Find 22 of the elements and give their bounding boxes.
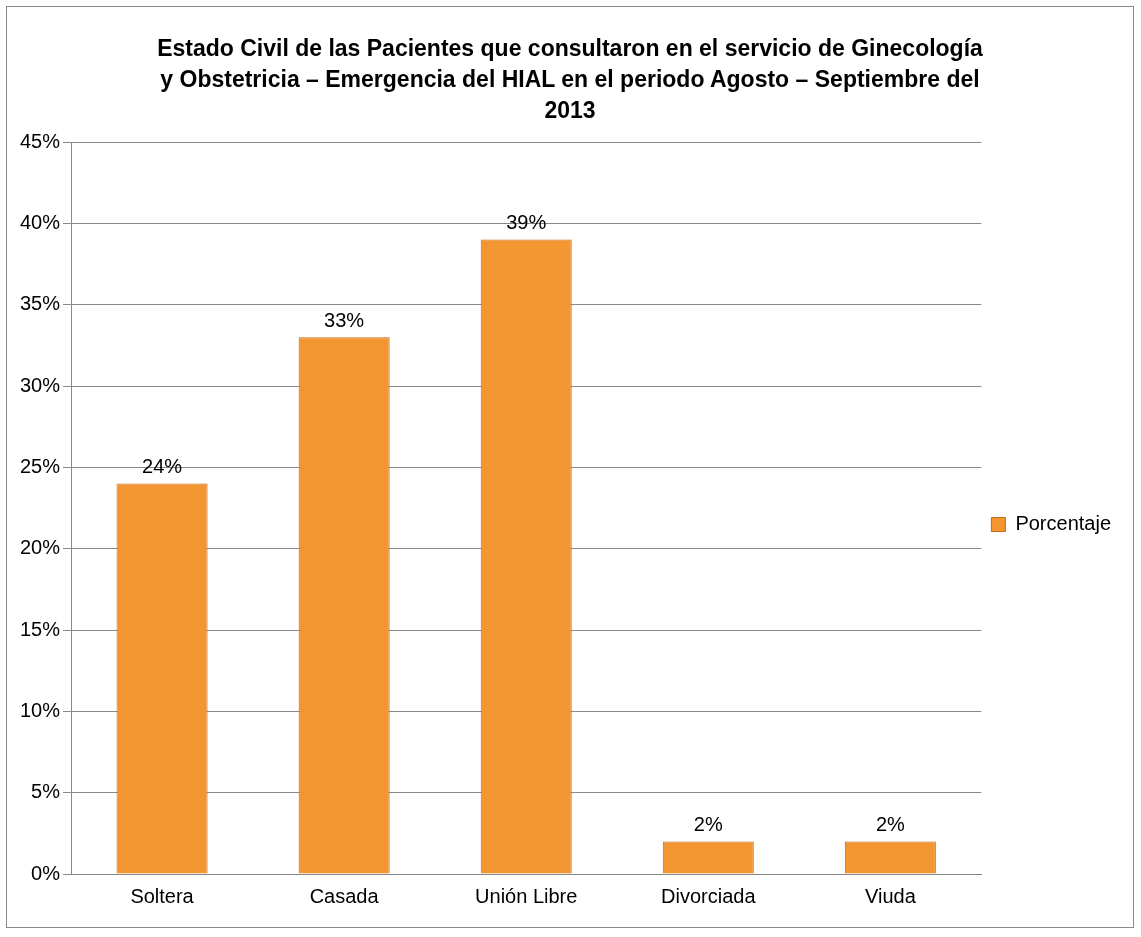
y-tick-label: 0% xyxy=(31,861,61,884)
chart-title: Estado Civil de las Pacientes que consultaron en el servicio de Ginecología y Obstetricia – Emergencia del HIAL en el periodo Agosto – Septiembre del 2013 xyxy=(157,34,983,125)
data-label: 2% xyxy=(693,812,723,835)
y-tick-label: 40% xyxy=(20,210,61,233)
y-tick-label: 15% xyxy=(20,617,61,640)
x-tick-label: Casada xyxy=(309,884,380,907)
y-tick-label: 5% xyxy=(31,780,61,803)
x-tick-label: Viuda xyxy=(864,884,917,907)
legend-label: Porcentaje xyxy=(1015,512,1112,535)
y-tick-label: 35% xyxy=(20,292,61,315)
x-tick-label: Unión Libre xyxy=(475,884,578,907)
data-label: 39% xyxy=(506,211,547,234)
data-label: 24% xyxy=(142,455,183,478)
y-tick-label: 45% xyxy=(20,129,61,152)
data-label: 33% xyxy=(324,308,365,331)
y-tick-label: 20% xyxy=(20,536,61,559)
x-tick-label: Divorciada xyxy=(661,884,757,907)
y-tick-label: 10% xyxy=(20,698,61,721)
y-tick-label: 30% xyxy=(20,373,61,396)
x-tick-label: Soltera xyxy=(130,884,195,907)
y-tick-label: 25% xyxy=(20,454,61,477)
data-label: 2% xyxy=(875,812,906,835)
